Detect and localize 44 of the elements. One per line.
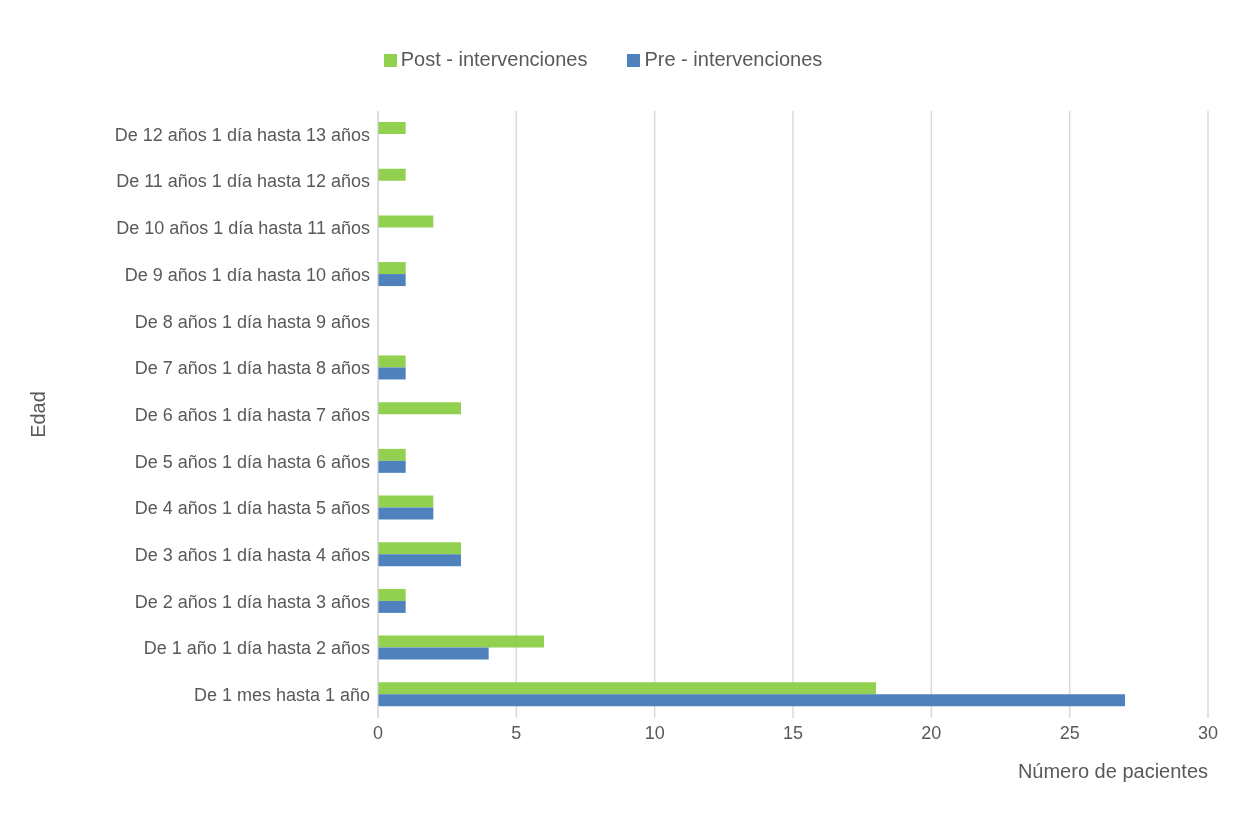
legend-label: Post - intervenciones — [400, 48, 588, 70]
bar — [378, 635, 544, 648]
y-tick-label: De 12 años 1 día hasta 13 años — [114, 124, 370, 145]
x-tick-label: 0 — [372, 722, 384, 743]
bar — [378, 647, 489, 660]
bar — [378, 168, 406, 181]
y-tick-label: De 2 años 1 día hasta 3 años — [134, 591, 370, 612]
bar — [378, 507, 434, 520]
bar — [378, 274, 406, 287]
y-axis-title: Edad — [27, 391, 50, 438]
bar — [378, 355, 406, 368]
y-tick-label: De 6 años 1 día hasta 7 años — [134, 404, 370, 425]
legend-label: Pre - intervenciones — [644, 48, 823, 70]
bar — [378, 495, 434, 508]
x-tick-label: 5 — [511, 722, 522, 743]
y-tick-label: De 4 años 1 día hasta 5 años — [134, 498, 370, 519]
y-tick-label: De 1 año 1 día hasta 2 años — [143, 638, 370, 659]
bar — [378, 694, 1125, 707]
bar — [378, 554, 461, 567]
y-tick-label: De 1 mes hasta 1 año — [193, 685, 370, 706]
x-tick-label: 10 — [644, 722, 665, 743]
bar — [378, 542, 461, 555]
x-axis-title: Número de pacientes — [1017, 760, 1208, 782]
x-tick-label: 15 — [782, 722, 804, 743]
x-tick-label: 20 — [921, 722, 942, 743]
x-tick-label: 25 — [1059, 722, 1080, 743]
y-tick-label: De 5 años 1 día hasta 6 años — [134, 451, 370, 472]
bar — [378, 448, 406, 461]
bar — [378, 262, 406, 275]
x-tick-label: 30 — [1197, 722, 1219, 743]
bar — [378, 588, 406, 601]
bar — [378, 600, 406, 613]
y-tick-label: De 11 años 1 día hasta 12 años — [116, 171, 370, 192]
bar — [378, 402, 461, 415]
bar — [378, 682, 876, 695]
y-tick-label: De 3 años 1 día hasta 4 años — [134, 544, 370, 565]
bar — [378, 122, 406, 134]
bar — [378, 460, 406, 473]
bar — [378, 367, 406, 380]
y-tick-label: De 7 años 1 día hasta 8 años — [134, 358, 370, 379]
y-tick-label: De 10 años 1 día hasta 11 años — [116, 218, 370, 239]
y-tick-label: De 8 años 1 día hasta 9 años — [134, 311, 370, 332]
bar — [378, 215, 434, 228]
y-tick-label: De 9 años 1 día hasta 10 años — [124, 264, 370, 285]
